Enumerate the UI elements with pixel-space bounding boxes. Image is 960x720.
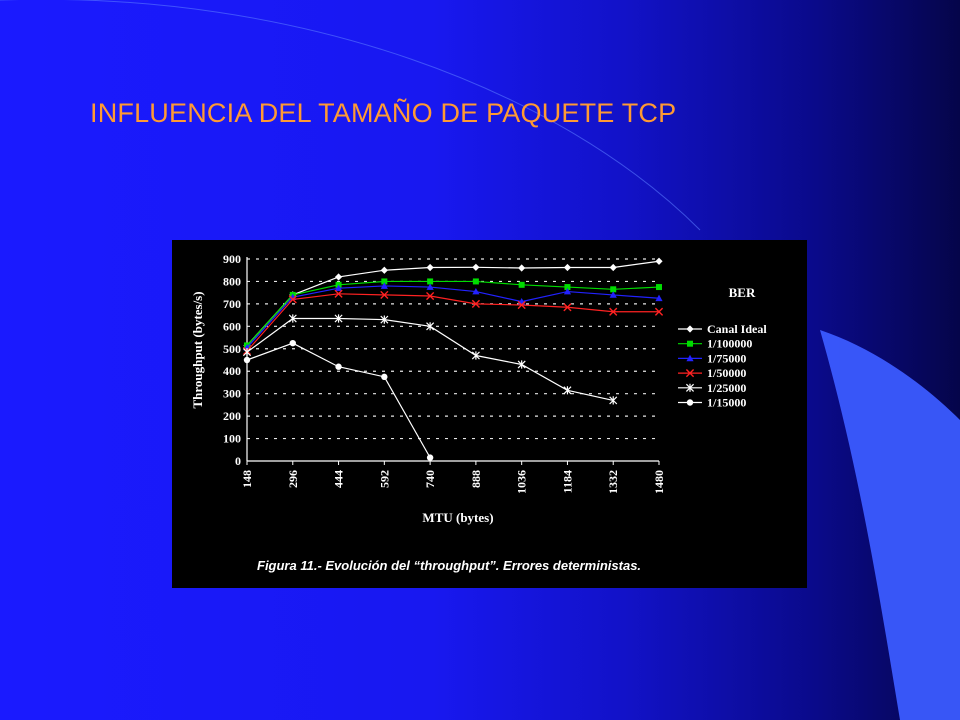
y-tick-label: 100 <box>223 432 241 446</box>
y-tick-label: 200 <box>223 409 241 423</box>
series-point <box>655 294 663 302</box>
series-point <box>426 283 434 290</box>
series-point <box>380 290 389 300</box>
series-point <box>334 284 343 292</box>
series-point <box>335 363 342 370</box>
y-tick-label: 700 <box>223 297 241 311</box>
series-point <box>609 396 618 405</box>
series-point <box>426 263 434 272</box>
x-tick-label: 740 <box>423 470 437 488</box>
x-tick-label: 592 <box>377 470 391 488</box>
series-point <box>426 454 434 461</box>
series-point <box>517 300 526 310</box>
series-line-3 <box>246 285 660 349</box>
legend-marker <box>686 325 694 333</box>
series-point <box>563 263 572 272</box>
y-tick-label: 600 <box>223 319 241 333</box>
legend-marker <box>685 369 695 378</box>
series-point <box>381 373 388 381</box>
figure-caption: Figura 11.- Evolución del “throughput”. … <box>257 558 641 573</box>
series-point <box>609 291 617 298</box>
series-point <box>563 386 572 395</box>
series-point <box>242 348 252 357</box>
throughput-chart: 0 100 200 300 400 500 600 700 800 900 148 296 444 592… <box>190 252 767 573</box>
x-tick-label: 148 <box>240 470 254 488</box>
series-point <box>427 278 434 285</box>
series-line-6 <box>246 342 431 458</box>
legend-label: 1/15000 <box>707 396 746 410</box>
series-line-1 <box>246 260 660 346</box>
series-line-4 <box>246 293 659 352</box>
series-point <box>288 295 297 304</box>
series-point <box>472 278 479 285</box>
legend-marker <box>686 399 694 406</box>
legend-label: 1/25000 <box>707 381 746 395</box>
series-point <box>334 273 343 281</box>
x-tick-label: 444 <box>332 470 346 488</box>
series-point <box>518 264 526 272</box>
legend-title: BER <box>729 285 756 300</box>
series-point <box>656 284 662 291</box>
series-point <box>655 257 663 265</box>
legend-marker <box>686 354 694 362</box>
legend-label: Canal Ideal <box>707 322 767 336</box>
series-point <box>609 263 617 272</box>
legend-label: 1/75000 <box>707 351 746 365</box>
series-point <box>380 282 388 289</box>
series-point <box>563 303 572 312</box>
series-point <box>289 339 296 347</box>
y-tick-label: 0 <box>235 454 241 468</box>
chart-figure: 0 100 200 300 400 500 600 700 800 900 148 296 444 592… <box>172 240 807 588</box>
slide-title: INFLUENCIA DEL TAMAÑO DE PAQUETE TCP <box>90 98 677 128</box>
x-tick-label: 1480 <box>652 470 666 494</box>
y-axis-label: Throughput (bytes/s) <box>190 291 205 408</box>
series-point <box>288 314 297 323</box>
series-line-2 <box>246 280 660 346</box>
series-point <box>609 307 618 316</box>
series-point <box>563 287 572 295</box>
series-line-5 <box>246 317 614 401</box>
series-point <box>381 278 388 285</box>
x-tick-label: 888 <box>469 470 483 488</box>
x-tick-label: 1036 <box>515 470 529 494</box>
series-point <box>380 266 388 274</box>
series-point <box>334 289 343 298</box>
series-point <box>243 356 251 364</box>
series-point <box>471 299 480 308</box>
y-tick-label: 900 <box>223 252 241 266</box>
x-tick-label: 296 <box>286 470 300 488</box>
y-tick-label: 400 <box>223 364 241 378</box>
y-tick-label: 300 <box>223 387 241 401</box>
series-point <box>564 284 571 291</box>
series-point <box>472 263 480 271</box>
legend-marker <box>687 340 693 347</box>
y-tick-label: 500 <box>223 342 241 356</box>
legend-label: 1/50000 <box>707 366 746 380</box>
series-point <box>472 287 480 295</box>
series-point <box>654 307 664 316</box>
legend-label: 1/100000 <box>707 337 752 351</box>
x-axis-label: MTU (bytes) <box>422 510 493 525</box>
x-tick-label: 1184 <box>560 470 574 493</box>
x-tick-label: 1332 <box>606 470 620 494</box>
series-point <box>517 360 526 369</box>
series-point <box>518 281 525 288</box>
series-point <box>380 315 389 324</box>
series-point <box>426 291 435 301</box>
series-point <box>610 286 617 293</box>
legend-marker <box>685 383 695 392</box>
series-point <box>471 351 480 360</box>
series-point <box>426 322 435 331</box>
y-tick-label: 800 <box>223 274 241 288</box>
series-point <box>334 314 343 323</box>
